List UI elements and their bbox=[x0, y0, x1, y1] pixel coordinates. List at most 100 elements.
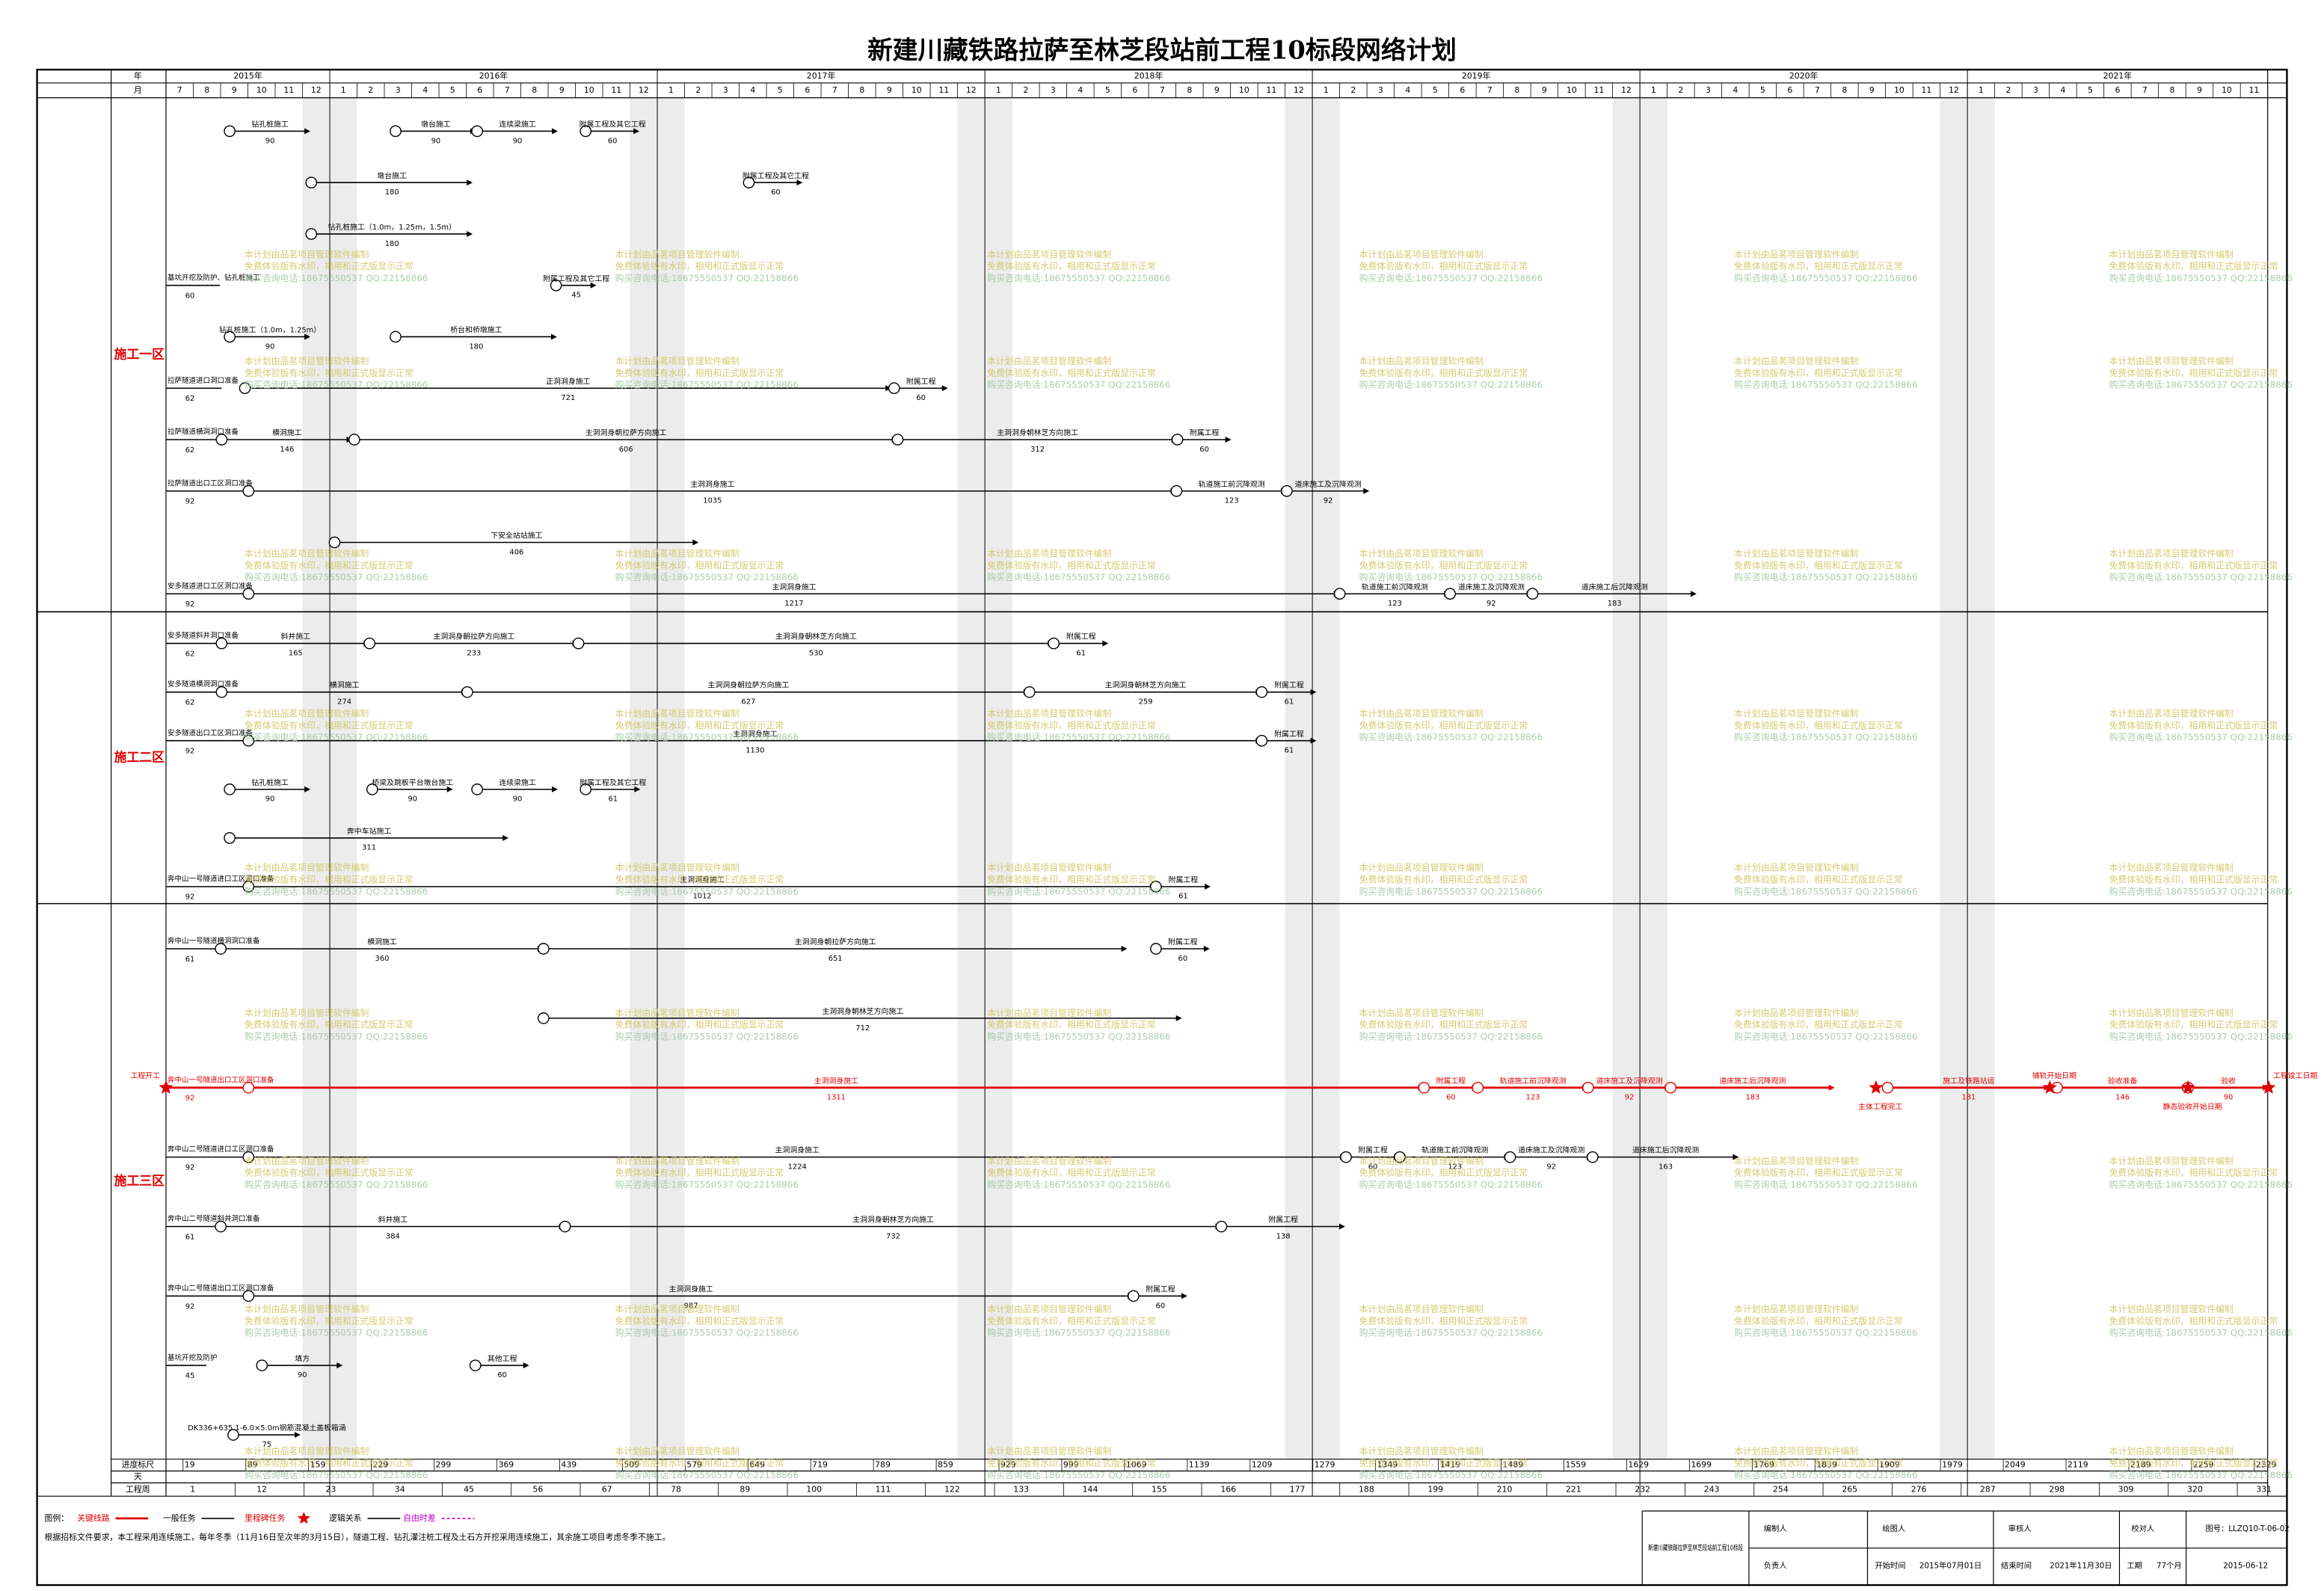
task-duration: 61 bbox=[1285, 698, 1294, 707]
watermark: 购买咨询电话:18675550537 QQ:22158866 bbox=[615, 380, 799, 390]
year-label: 2020年 bbox=[1789, 70, 1819, 81]
footer-cell: 绘图人 bbox=[1882, 1524, 1905, 1533]
watermark: 免费体验版有水印，相用和正式版显示正常 bbox=[1734, 560, 1903, 570]
watermark: 购买咨询电话:18675550537 QQ:22158866 bbox=[987, 1031, 1170, 1041]
scale-label: 2049 bbox=[2005, 1460, 2026, 1470]
watermark: 本计划由品茗项目管理软件编制 bbox=[1359, 1446, 1484, 1456]
watermark: 本计划由品茗项目管理软件编制 bbox=[615, 1008, 740, 1018]
watermark: 本计划由品茗项目管理软件编制 bbox=[1359, 1304, 1484, 1314]
week-label: 309 bbox=[2118, 1484, 2134, 1494]
scale-label: 299 bbox=[436, 1460, 452, 1470]
month-label: 12 bbox=[311, 85, 322, 95]
scale-label: 1909 bbox=[1879, 1460, 1900, 1470]
task-duration: 384 bbox=[386, 1232, 400, 1240]
watermark: 免费体验版有水印，相用和正式版显示正常 bbox=[2109, 874, 2278, 884]
lane-label: 基坑开挖及防护 bbox=[167, 1353, 218, 1362]
month-label: 6 bbox=[477, 85, 482, 95]
watermark: 免费体验版有水印，相用和正式版显示正常 bbox=[1359, 368, 1528, 378]
arrow-head bbox=[1363, 487, 1370, 494]
task-name: 主洞洞身朝拉萨方向施工 bbox=[707, 680, 789, 690]
scale-label: 999 bbox=[1063, 1460, 1079, 1470]
month-label: 2 bbox=[1023, 85, 1028, 95]
task-name: 主洞洞身朝拉萨方向施工 bbox=[585, 428, 667, 437]
task-duration: 123 bbox=[1225, 497, 1239, 505]
watermark: 免费体验版有水印，相用和正式版显示正常 bbox=[2109, 368, 2278, 378]
task-duration: 123 bbox=[1388, 600, 1402, 608]
task-name: 附属工程及其它工程 bbox=[743, 170, 809, 180]
task-duration: 311 bbox=[362, 844, 376, 852]
month-label: 10 bbox=[256, 85, 267, 95]
zone-label: 施工一区 bbox=[114, 347, 165, 362]
task-duration: 90 bbox=[2224, 1094, 2234, 1102]
watermark: 本计划由品茗项目管理软件编制 bbox=[987, 1156, 1111, 1166]
task-name: 主洞洞身施工 bbox=[772, 582, 816, 591]
watermark: 免费体验版有水印，相用和正式版显示正常 bbox=[1359, 1020, 1528, 1030]
month-label: 7 bbox=[1815, 85, 1820, 95]
week-label: 155 bbox=[1152, 1484, 1167, 1494]
year-label: 2019年 bbox=[1462, 70, 1491, 81]
watermark: 免费体验版有水印，相用和正式版显示正常 bbox=[987, 720, 1156, 730]
task-duration: 75 bbox=[262, 1441, 272, 1449]
task-duration: 123 bbox=[1448, 1163, 1462, 1172]
year-header: 年 bbox=[134, 70, 142, 81]
watermark: 购买咨询电话:18675550537 QQ:22158866 bbox=[245, 380, 428, 390]
week-label: 122 bbox=[944, 1484, 960, 1494]
task-duration: 360 bbox=[375, 955, 390, 963]
week-label: 254 bbox=[1773, 1484, 1789, 1494]
node bbox=[1472, 1081, 1484, 1094]
watermark: 购买咨询电话:18675550537 QQ:22158866 bbox=[1734, 572, 1917, 582]
watermark: 免费体验版有水印，相用和正式版显示正常 bbox=[2109, 560, 2278, 570]
task-name: 横洞施工 bbox=[272, 428, 302, 437]
watermark: 本计划由品茗项目管理软件编制 bbox=[1734, 1446, 1858, 1456]
watermark: 免费体验版有水印，相用和正式版显示正常 bbox=[987, 560, 1156, 570]
task-duration: 61 bbox=[1285, 747, 1294, 755]
watermark: 免费体验版有水印，相用和正式版显示正常 bbox=[245, 1168, 414, 1178]
task-name: 横洞施工 bbox=[330, 680, 360, 690]
watermark: 免费体验版有水印，相用和正式版显示正常 bbox=[615, 1020, 784, 1030]
prep-duration: 60 bbox=[185, 292, 195, 301]
month-label: 7 bbox=[1160, 85, 1165, 95]
task-name: 主洞洞身施工 bbox=[775, 1145, 820, 1155]
watermark: 购买咨询电话:18675550537 QQ:22158866 bbox=[615, 273, 799, 283]
task-duration: 123 bbox=[1526, 1094, 1540, 1102]
month-label: 9 bbox=[1214, 85, 1220, 95]
task-duration: 60 bbox=[1199, 446, 1209, 454]
watermark: 购买咨询电话:18675550537 QQ:22158866 bbox=[615, 1031, 799, 1041]
watermark: 购买咨询电话:18675550537 QQ:22158866 bbox=[1734, 380, 1917, 390]
milestone bbox=[1869, 1080, 1884, 1094]
arrow-head bbox=[1175, 1015, 1182, 1021]
task-name: 墩台施工 bbox=[421, 120, 451, 129]
task-duration: 90 bbox=[408, 796, 417, 804]
watermark: 购买咨询电话:18675550537 QQ:22158866 bbox=[1734, 1328, 1917, 1338]
watermark: 购买咨询电话:18675550537 QQ:22158866 bbox=[2109, 1470, 2293, 1480]
task-duration: 312 bbox=[1030, 446, 1045, 454]
scale-label: 2189 bbox=[2130, 1460, 2151, 1470]
watermark: 本计划由品茗项目管理软件编制 bbox=[245, 356, 369, 366]
task-name: 填方 bbox=[295, 1353, 310, 1363]
task-name: 连续梁施工 bbox=[499, 120, 536, 129]
watermark: 本计划由品茗项目管理软件编制 bbox=[987, 1446, 1111, 1456]
node bbox=[242, 734, 255, 747]
node bbox=[242, 1151, 255, 1163]
watermark: 购买咨询电话:18675550537 QQ:22158866 bbox=[987, 886, 1170, 896]
arrow-head bbox=[336, 1362, 343, 1369]
arrow-head bbox=[446, 786, 453, 793]
task-duration: 92 bbox=[1625, 1094, 1635, 1102]
prep-duration: 62 bbox=[185, 650, 195, 658]
winter-band bbox=[1640, 97, 1667, 1459]
lane-label: 安多隧道出口工区洞口准备 bbox=[167, 728, 253, 737]
watermark: 本计划由品茗项目管理软件编制 bbox=[987, 863, 1111, 873]
node bbox=[580, 783, 592, 796]
node bbox=[242, 484, 255, 497]
watermark: 购买咨询电话:18675550537 QQ:22158866 bbox=[1734, 1031, 1917, 1041]
watermark: 免费体验版有水印，相用和正式版显示正常 bbox=[1734, 1316, 1903, 1326]
node bbox=[227, 1429, 239, 1441]
milestone bbox=[2180, 1080, 2195, 1094]
week-label: 34 bbox=[395, 1484, 405, 1494]
prep-duration: 92 bbox=[185, 498, 195, 506]
week-label: 177 bbox=[1290, 1484, 1306, 1494]
watermark: 免费体验版有水印，相用和正式版显示正常 bbox=[2109, 1168, 2278, 1178]
scale-label: 159 bbox=[310, 1460, 326, 1470]
watermark: 免费体验版有水印，相用和正式版显示正常 bbox=[245, 1316, 414, 1326]
lane-label: 奔中山一号隧道出口工区洞口准备 bbox=[167, 1075, 274, 1084]
